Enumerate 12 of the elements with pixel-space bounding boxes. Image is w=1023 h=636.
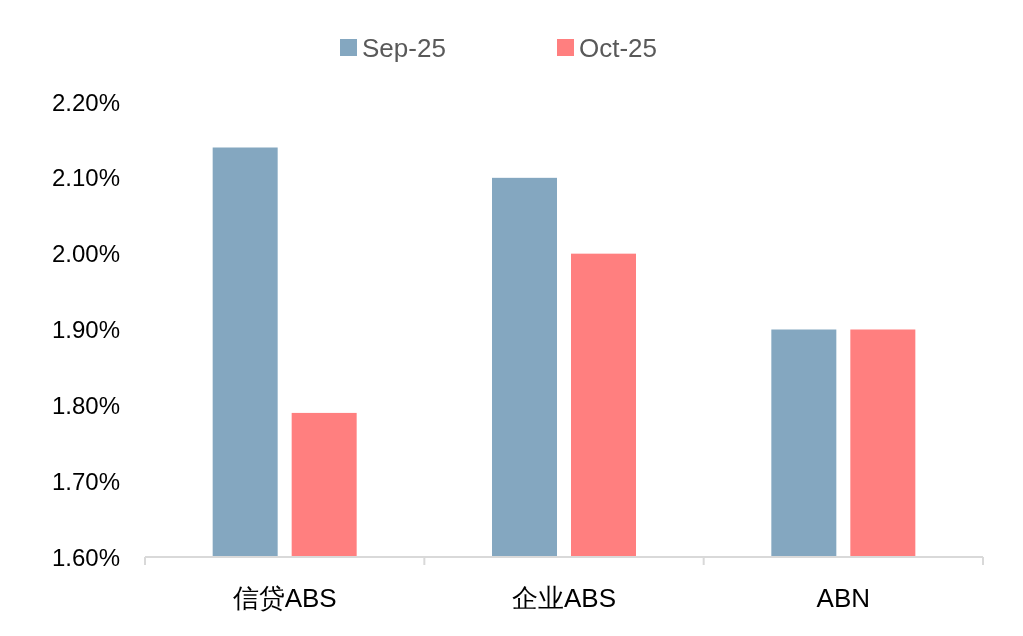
y-tick-label: 2.00% [51, 240, 120, 268]
legend-label: Oct-25 [579, 33, 658, 63]
x-tick-label: ABN [816, 583, 871, 613]
x-tick-label: 信贷ABS [232, 583, 337, 613]
x-tick-label: 企业ABS [511, 583, 617, 613]
y-tick-label: 2.10% [51, 164, 120, 192]
y-tick-label: 1.80% [51, 391, 120, 419]
legend-label: Sep-25 [362, 33, 446, 63]
y-tick-label: 1.90% [51, 316, 120, 343]
y-tick-label: 1.60% [51, 543, 120, 571]
y-tick-label: 2.20% [51, 88, 120, 116]
y-tick-label: 1.70% [51, 467, 120, 495]
